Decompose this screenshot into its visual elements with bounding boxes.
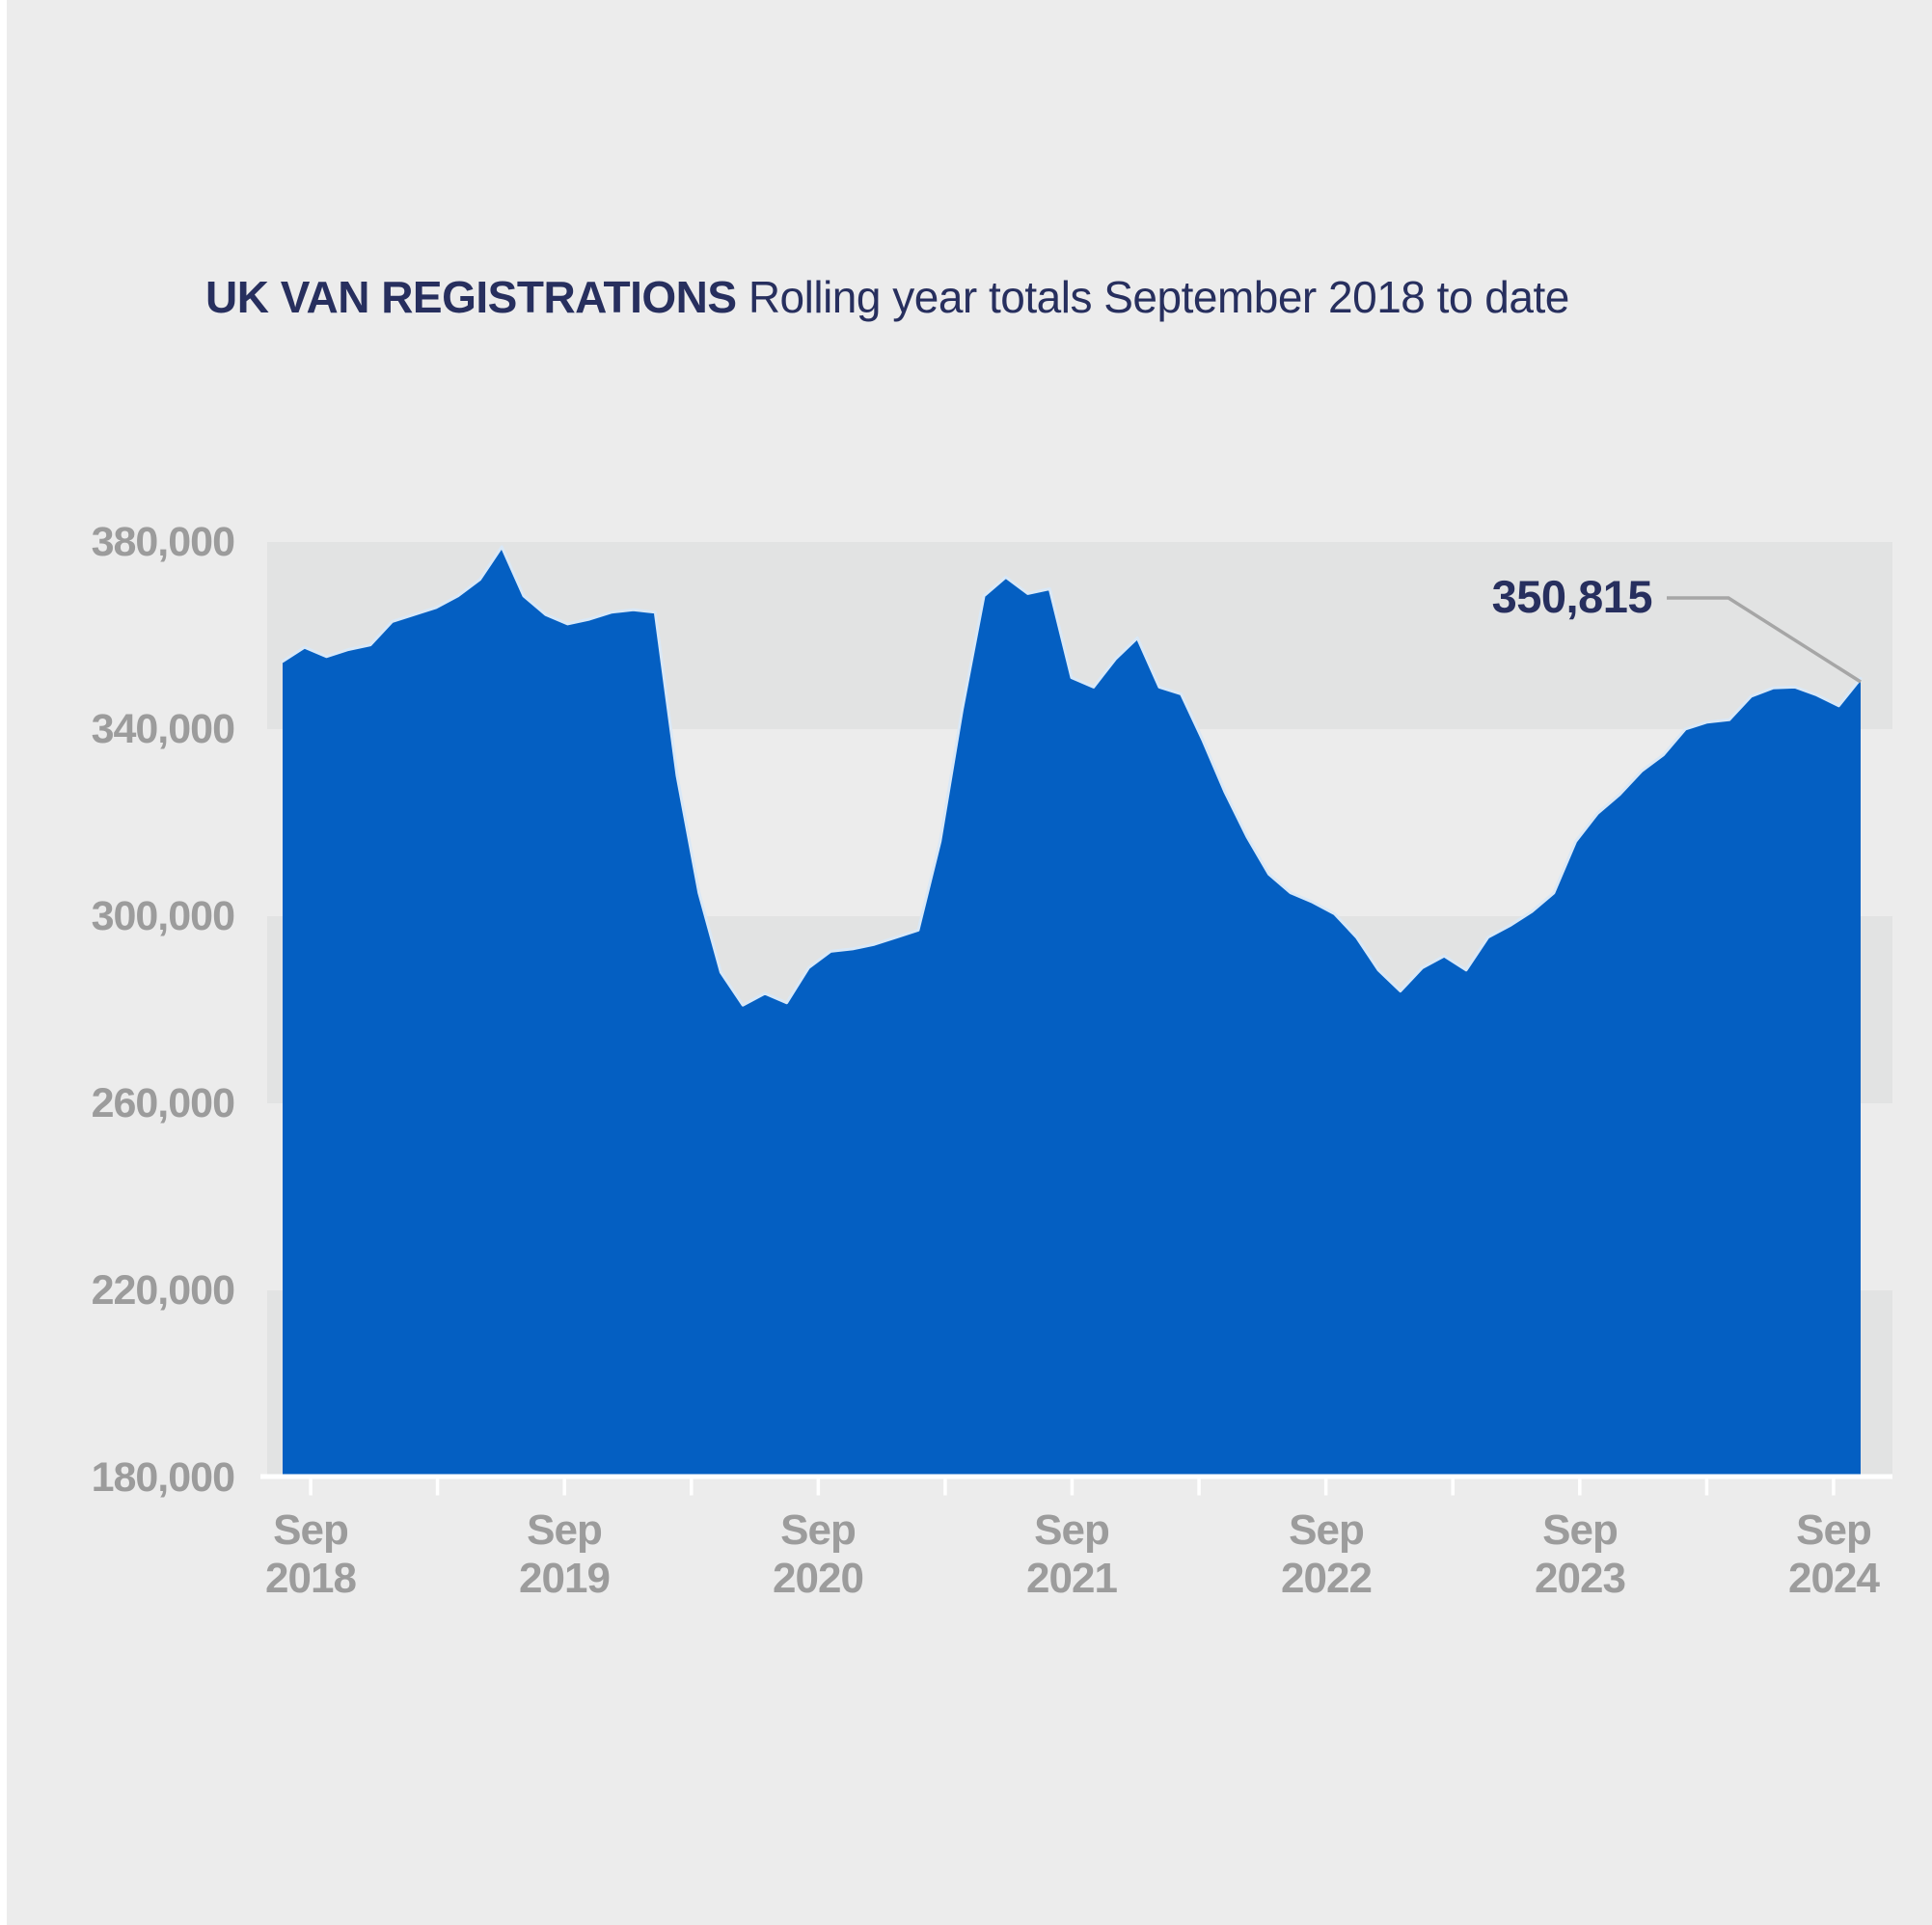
x-axis-label-year: 2021 <box>1026 1555 1118 1602</box>
x-axis-label-month: Sep <box>273 1506 349 1554</box>
x-axis-label: Sep 2023 <box>1464 1506 1696 1603</box>
x-axis-label: Sep 2022 <box>1211 1506 1442 1603</box>
x-axis-tick <box>1323 1478 1328 1496</box>
x-axis-label: Sep 2021 <box>956 1506 1187 1603</box>
x-axis-tick <box>943 1478 947 1496</box>
x-axis-tick <box>1578 1478 1582 1496</box>
x-axis-tick <box>562 1478 566 1496</box>
x-axis-label-month: Sep <box>1034 1506 1110 1554</box>
chart-title-main: UK VAN REGISTRATIONS <box>205 272 737 322</box>
x-axis-label: Sep 2019 <box>449 1506 680 1603</box>
chart-title-subtitle: Rolling year totals September 2018 to da… <box>748 272 1569 322</box>
x-axis-label-year: 2023 <box>1535 1555 1626 1602</box>
y-axis-label: 220,000 <box>91 1267 235 1314</box>
y-axis-label: 260,000 <box>91 1080 235 1126</box>
callout-line <box>1667 596 1862 684</box>
x-axis-tick <box>690 1478 694 1496</box>
x-axis-label-month: Sep <box>1289 1506 1365 1554</box>
y-axis-label: 300,000 <box>91 893 235 939</box>
page-left-edge <box>0 0 7 1925</box>
x-axis-label-month: Sep <box>780 1506 857 1554</box>
x-axis-label-month: Sep <box>527 1506 603 1554</box>
x-axis-label-year: 2024 <box>1788 1555 1880 1602</box>
end-value-label: 350,815 <box>1491 571 1653 622</box>
x-axis-label-year: 2020 <box>773 1555 864 1602</box>
x-axis-label-year: 2019 <box>519 1555 611 1602</box>
x-axis-label-month: Sep <box>1796 1506 1872 1554</box>
x-axis-tick <box>1704 1478 1709 1496</box>
x-axis-tick <box>1832 1478 1836 1496</box>
x-axis-label: Sep 2018 <box>195 1506 426 1603</box>
x-axis-tick <box>816 1478 821 1496</box>
x-axis-tick <box>1197 1478 1201 1496</box>
y-axis-label: 340,000 <box>91 706 235 752</box>
x-axis-label: Sep 2020 <box>702 1506 934 1603</box>
x-axis-label-month: Sep <box>1542 1506 1619 1554</box>
x-axis-tick <box>309 1478 313 1496</box>
x-axis-tick <box>1070 1478 1075 1496</box>
x-axis-label: Sep 2024 <box>1718 1506 1932 1603</box>
y-axis-label: 380,000 <box>91 519 235 565</box>
y-axis-label: 180,000 <box>91 1454 235 1501</box>
chart-title: UK VAN REGISTRATIONS Rolling year totals… <box>205 271 1569 323</box>
x-axis-tick <box>435 1478 440 1496</box>
area-top-edge <box>281 545 1863 1007</box>
x-axis-line <box>260 1474 1892 1479</box>
x-axis-label-year: 2022 <box>1281 1555 1373 1602</box>
x-axis-label-year: 2018 <box>265 1555 357 1602</box>
x-axis-tick <box>1451 1478 1455 1496</box>
